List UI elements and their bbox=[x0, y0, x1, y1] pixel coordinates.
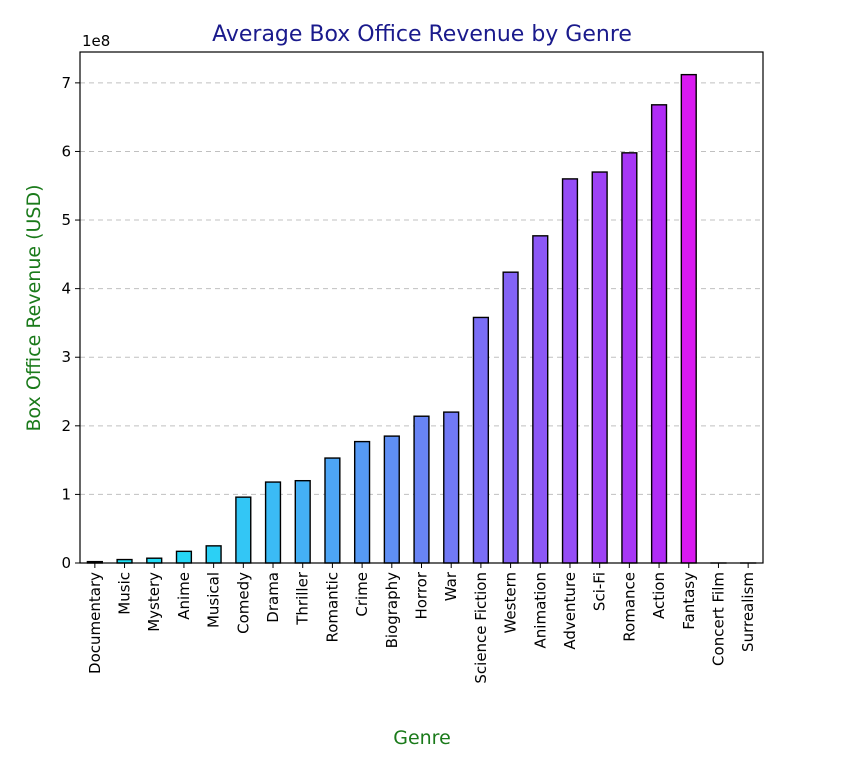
x-tick-label: Anime bbox=[175, 572, 193, 620]
bar-drama bbox=[264, 481, 282, 564]
bar-romantic bbox=[324, 457, 341, 564]
bar-fantasy bbox=[680, 73, 697, 564]
x-tick-label: Thriller bbox=[294, 571, 312, 626]
x-tick-label: Concert Film bbox=[709, 572, 727, 666]
x-tick-label: Horror bbox=[413, 571, 431, 619]
x-tick-label: Western bbox=[502, 572, 520, 634]
x-tick-label: Crime bbox=[353, 572, 371, 617]
y-tick-label: 3 bbox=[61, 348, 71, 366]
bar-western bbox=[502, 271, 519, 564]
bar-adventure bbox=[561, 178, 579, 564]
y-axis-label: Box Office Revenue (USD) bbox=[23, 184, 45, 431]
bar-mystery bbox=[146, 557, 163, 564]
x-tick-label: Musical bbox=[205, 572, 223, 628]
x-tick-label: Science Fiction bbox=[472, 572, 490, 684]
x-tick-label: Biography bbox=[383, 572, 401, 649]
x-tick-label: Romance bbox=[620, 572, 638, 642]
grid bbox=[80, 82, 763, 495]
y-tick-label: 7 bbox=[61, 74, 71, 92]
x-tick-label: Action bbox=[650, 572, 668, 619]
x-tick-label: War bbox=[442, 571, 460, 601]
y-tick-label: 4 bbox=[61, 280, 71, 298]
x-tick-label: Animation bbox=[531, 572, 549, 648]
y-ticks: 0 1 2 3 4 5 6 7 bbox=[61, 74, 80, 572]
bar-musical bbox=[205, 545, 222, 564]
x-tick-label: Comedy bbox=[234, 572, 252, 634]
y-axis-offset-label: 1e8 bbox=[82, 32, 110, 50]
x-tick-label: Fantasy bbox=[680, 572, 698, 630]
x-tick-label: Surrealism bbox=[739, 572, 757, 652]
bar-biography bbox=[383, 435, 400, 564]
bar-war bbox=[443, 411, 460, 564]
x-tick-label: Music bbox=[116, 572, 134, 615]
x-axis-label: Genre bbox=[393, 727, 451, 749]
bar-thriller bbox=[294, 479, 311, 564]
y-tick-label: 5 bbox=[61, 211, 71, 229]
bar-comedy bbox=[235, 496, 252, 564]
bar-anime bbox=[175, 550, 193, 564]
x-ticks: Documentary Music Mystery Anime Musical Comed… bbox=[86, 563, 757, 684]
chart-title: Average Box Office Revenue by Genre bbox=[212, 22, 632, 47]
y-tick-label: 1 bbox=[61, 485, 71, 503]
bar-crime bbox=[353, 440, 371, 564]
bar-horror bbox=[413, 415, 430, 564]
x-tick-label: Documentary bbox=[86, 572, 104, 674]
y-tick-label: 6 bbox=[61, 142, 71, 160]
bar-animation bbox=[532, 235, 549, 564]
bar-science-fiction bbox=[472, 316, 490, 564]
x-tick-label: Drama bbox=[264, 572, 282, 623]
bars bbox=[86, 73, 757, 564]
x-tick-label: Sci-Fi bbox=[591, 572, 609, 611]
bar-action bbox=[650, 104, 668, 564]
bar-sci-fi bbox=[591, 171, 608, 564]
y-tick-label: 2 bbox=[61, 417, 71, 435]
x-tick-label: Mystery bbox=[145, 572, 163, 632]
bar-romance bbox=[621, 152, 638, 564]
x-tick-label: Adventure bbox=[561, 572, 579, 650]
x-tick-label: Romantic bbox=[323, 572, 341, 643]
y-tick-label: 0 bbox=[61, 554, 71, 572]
